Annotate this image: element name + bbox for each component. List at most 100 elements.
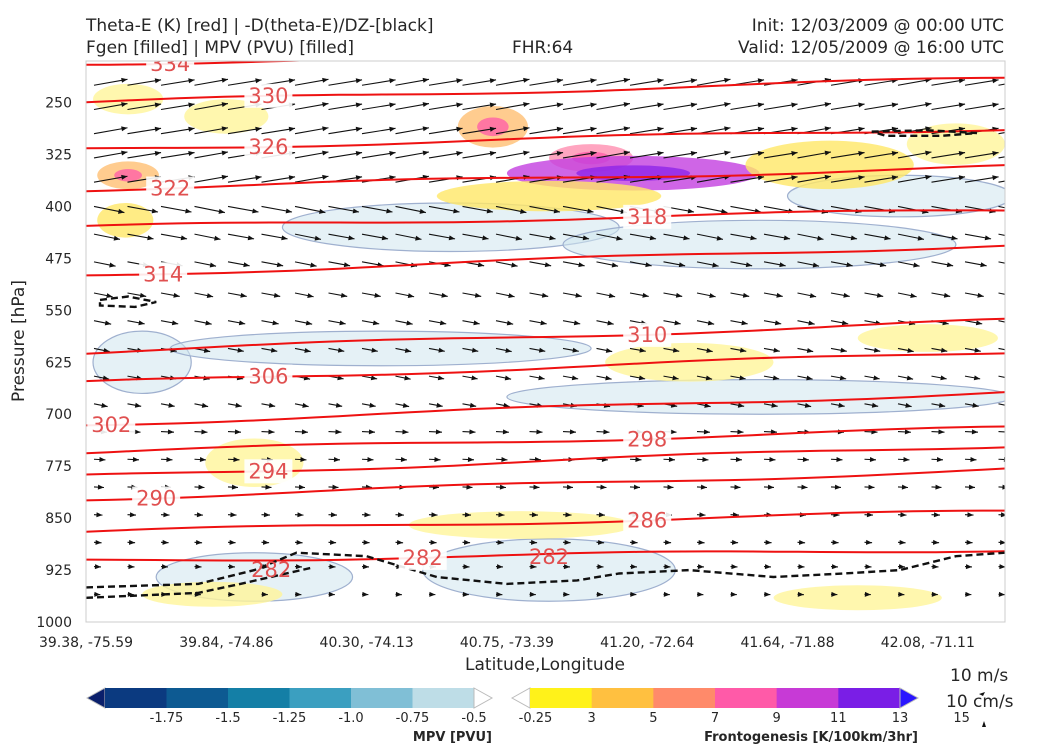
- wind-vector-head: [903, 457, 910, 463]
- wind-vector-head: [205, 320, 212, 326]
- wind-vector-head: [657, 151, 664, 156]
- wind-vector-head: [690, 126, 698, 132]
- wind-vector-head: [371, 347, 378, 353]
- wind-key-arrow: [979, 692, 985, 696]
- wind-vector-head: [285, 208, 292, 214]
- contour-label-bg: [139, 262, 188, 287]
- theta-e-contour: [86, 550, 1005, 562]
- wind-vector-head: [737, 429, 744, 435]
- wind-vector-head: [128, 564, 135, 570]
- wind-vector-head: [355, 102, 363, 108]
- colorbar-tick-label: -0.75: [396, 711, 430, 726]
- wind-vector-head: [798, 564, 805, 570]
- wind-vector-head: [434, 457, 441, 463]
- colorbar-swatch: [289, 688, 352, 708]
- wind-vector-head: [697, 564, 704, 570]
- wind-vector-head: [578, 262, 585, 268]
- colorbar-tick-label: 3: [588, 711, 596, 726]
- x-tick-label: 42.08, -71.11: [881, 635, 975, 651]
- wind-vector-head: [935, 484, 942, 490]
- wind-vector-head: [370, 375, 378, 381]
- theta-e-contour: [86, 317, 1005, 355]
- wind-vector-head: [965, 591, 972, 597]
- wind-vector-head: [846, 262, 853, 268]
- wind-vector-head: [502, 429, 509, 435]
- wind-vector-head: [307, 293, 314, 299]
- wind-vector-head: [529, 591, 536, 597]
- wind-vector-head: [687, 208, 694, 214]
- wind-vector-head: [471, 347, 479, 353]
- wind-vector-head: [757, 151, 765, 156]
- wind-vector-head: [958, 151, 966, 156]
- mpv-fill-layer: [92, 174, 1005, 602]
- wind-vector-head: [389, 78, 396, 84]
- wind-vector-head: [891, 175, 899, 181]
- wind-vector-head: [195, 564, 202, 570]
- wind-vector-head: [623, 77, 630, 83]
- wind-vector-head: [276, 262, 284, 268]
- frontogenesis-colorbar: 3 5 7 9 11 13 15: [510, 687, 970, 726]
- wind-vector-head: [99, 457, 106, 463]
- wind-vector-head: [498, 512, 505, 518]
- wind-vector-head: [288, 175, 296, 181]
- wind-vector-head: [806, 347, 814, 353]
- wind-vector-head: [806, 375, 813, 381]
- wind-vector-head: [298, 484, 305, 490]
- wind-vector-head: [437, 375, 445, 381]
- wind-vector-head: [731, 539, 739, 545]
- wind-vector-head: [497, 539, 504, 545]
- wind-vector-head: [907, 347, 914, 353]
- wind-vector-head: [824, 150, 831, 156]
- wind-vector-head: [992, 175, 999, 181]
- wind-vector-head: [333, 457, 340, 463]
- wind-vector-head: [582, 235, 590, 241]
- wind-vector-head: [590, 126, 597, 132]
- theta-e-label: 286: [627, 509, 667, 533]
- wind-key-label: 10 m/s: [950, 666, 1008, 686]
- wind-vector-head: [523, 126, 530, 132]
- wind-vector-head: [496, 564, 503, 570]
- wind-vector-head: [523, 150, 530, 156]
- wind-vector-head: [430, 539, 437, 545]
- wind-vector-head: [171, 320, 179, 326]
- wind-vector-head: [237, 347, 244, 353]
- wind-vector-head: [188, 126, 195, 132]
- colorbar-tick-label: -1.0: [338, 711, 363, 726]
- theta-e-contour: [86, 129, 1005, 150]
- theta-e-contour: [86, 61, 313, 66]
- wind-vector-head: [505, 347, 512, 353]
- wind-vector-head: [422, 126, 429, 132]
- wind-vector-head: [590, 102, 597, 108]
- wind-vector-head: [635, 457, 642, 463]
- wind-vector-head: [549, 235, 556, 241]
- wind-vector-head: [395, 591, 402, 597]
- wind-vector-head: [288, 126, 296, 132]
- wind-vector-head: [1005, 429, 1011, 434]
- wind-vector-head: [1026, 151, 1032, 156]
- wind-vector-head: [541, 292, 549, 298]
- wind-vector-head: [1000, 512, 1005, 518]
- theta-e-label: 306: [248, 365, 288, 389]
- wind-vector-head: [540, 320, 547, 326]
- stability-contour: [98, 295, 157, 309]
- wind-vector-head: [675, 292, 683, 298]
- y-tick-label: 1000: [36, 615, 72, 631]
- wind-vector-head: [616, 235, 623, 241]
- wind-vector-head: [884, 235, 891, 241]
- contour-label-bg: [244, 83, 293, 108]
- wind-vector-head: [765, 539, 772, 545]
- wind-vector-head: [469, 402, 477, 408]
- wind-vector-head: [770, 429, 777, 435]
- wind-vector-head: [831, 564, 838, 570]
- contour-label-layer: 334 330 326 322 318 314 310 306 302 298 294 290 286 2…: [87, 61, 672, 582]
- wind-vector-head: [891, 151, 899, 156]
- wind-vector-head: [1026, 175, 1032, 180]
- wind-vector-head: [802, 457, 809, 463]
- wind-vector-head: [235, 402, 242, 408]
- wind-vector-head: [272, 320, 279, 326]
- wind-vector-head: [332, 484, 339, 490]
- wind-vector-head: [873, 347, 881, 353]
- wind-vector-head: [273, 292, 281, 298]
- wind-vector-head: [102, 375, 110, 381]
